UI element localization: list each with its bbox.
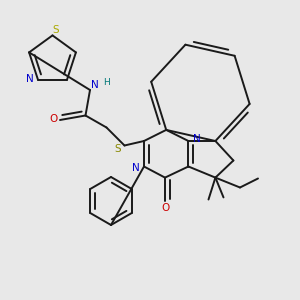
Text: N: N xyxy=(132,163,140,173)
Text: S: S xyxy=(115,144,121,154)
Text: S: S xyxy=(53,25,59,35)
Text: N: N xyxy=(26,74,34,84)
Text: N: N xyxy=(193,134,201,144)
Text: N: N xyxy=(91,80,99,90)
Text: O: O xyxy=(161,202,169,213)
Text: H: H xyxy=(103,78,110,87)
Text: O: O xyxy=(49,114,58,124)
